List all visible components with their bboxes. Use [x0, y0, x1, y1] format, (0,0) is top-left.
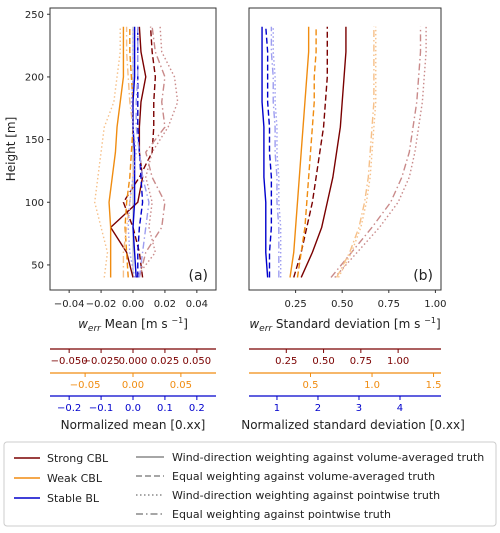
secondary-tick-label: 4: [397, 403, 403, 414]
x-tick-label: 0.02: [154, 299, 176, 310]
secondary-tick-label: 1.0: [364, 380, 380, 391]
secondary-axes-title: Normalized mean [0.xx]: [61, 418, 206, 432]
secondary-tick-label: 1.5: [426, 380, 442, 391]
secondary-axis-stable-bl: −0.2 −0.1 0.0 0.1 0.2: [50, 395, 216, 414]
x-tick-label: −0.02: [86, 299, 117, 310]
x-tick-label: 0.00: [122, 299, 144, 310]
x-tick-label: −0.04: [54, 299, 85, 310]
secondary-tick-label: 1: [274, 403, 280, 414]
series-line-weak-cbl-dashed: [296, 26, 317, 278]
legend-case-label: Strong CBL: [47, 452, 109, 465]
secondary-tick-label: 0.75: [350, 356, 372, 367]
secondary-axis-strong-cbl: 0.25 0.50 0.75 1.00: [249, 348, 441, 367]
series-line-weak-cbl-solid: [108, 26, 125, 278]
secondary-tick-label: 0.0: [125, 403, 141, 414]
series-line-strong-cbl-dashed: [293, 26, 328, 278]
secondary-tick-label: −0.050: [51, 356, 88, 367]
series-line-stable-bl-dashdot: [135, 26, 150, 278]
series-line-stable-bl-solid: [132, 26, 137, 278]
series-line-stable-bl-dashed: [265, 26, 273, 278]
secondary-tick-label: −0.1: [89, 403, 113, 414]
series-line-stable-bl-dashdot: [270, 26, 280, 278]
secondary-tick-label: 0.000: [119, 356, 148, 367]
x-tick-label: 0.25: [284, 299, 306, 310]
series-line-weak-cbl-dashdot: [335, 26, 375, 278]
x-tick-label: 0.50: [331, 299, 353, 310]
secondary-axis-strong-cbl: −0.050−0.025 0.000 0.025 0.050: [50, 348, 216, 367]
series-line-weak-cbl-dashed: [124, 26, 134, 278]
series-line-strong-cbl-solid: [300, 26, 347, 278]
secondary-tick-label: −0.05: [70, 380, 101, 391]
legend-weighting-label: Wind-direction weighting against volume-…: [172, 451, 484, 464]
plot-frame: [248, 7, 442, 291]
y-tick-label: 100: [25, 198, 44, 209]
secondary-tick-label: 2: [315, 403, 321, 414]
panel-a: −0.04 −0.02 0.00 0.02 0.04 50 100 150 200 250 Heig…: [4, 7, 217, 310]
secondary-tick-label: 0.25: [275, 356, 297, 367]
x-tick-label: 0.75: [378, 299, 400, 310]
legend: Strong CBL Weak CBL Stable BL Wind-directio…: [3, 441, 497, 527]
secondary-axis-weak-cbl: −0.05 0.00 0.05: [50, 372, 216, 391]
series-line-weak-cbl-dotted: [93, 26, 121, 278]
secondary-tick-label: 0.05: [170, 380, 192, 391]
series-line-stable-bl-dashed: [137, 26, 144, 278]
legend-weighting-label: Equal weighting against pointwise truth: [172, 508, 391, 521]
secondary-tick-label: 0.2: [189, 403, 205, 414]
series-line-stable-bl-dotted: [272, 26, 282, 278]
secondary-tick-label: 0.50: [312, 356, 334, 367]
secondary-tick-label: 0.00: [122, 380, 144, 391]
panel-label: (a): [188, 268, 208, 284]
x-axis-label: werr Standard deviation [m s −1]: [249, 316, 440, 334]
series-line-weak-cbl-dashdot: [122, 26, 136, 278]
x-tick-label: 1.00: [424, 299, 446, 310]
secondary-tick-label: −0.025: [83, 356, 120, 367]
legend-weighting-label: Equal weighting against volume-averaged …: [172, 470, 435, 483]
x-axis-label: werr Mean [m s −1]: [78, 316, 188, 334]
secondary-tick-label: 0.1: [157, 403, 173, 414]
x-tick-label: 0.04: [186, 299, 208, 310]
secondary-tick-label: 0.050: [183, 356, 212, 367]
secondary-axes-title: Normalized standard deviation [0.xx]: [241, 418, 465, 432]
secondary-tick-label: 0.025: [151, 356, 180, 367]
series-line-strong-cbl-dotted: [135, 26, 179, 278]
series-line-stable-bl-solid: [261, 26, 269, 278]
secondary-tick-label: 0.5: [303, 380, 319, 391]
y-tick-label: 50: [31, 260, 44, 271]
y-tick-label: 250: [25, 10, 44, 21]
secondary-tick-label: 1.00: [387, 356, 409, 367]
panel-label: (b): [413, 268, 433, 284]
legend-frame: [3, 441, 497, 527]
y-tick-label: 150: [25, 135, 44, 146]
secondary-tick-label: −0.2: [57, 403, 81, 414]
series-line-strong-cbl-dashdot: [138, 26, 166, 278]
series-line-weak-cbl-solid: [289, 26, 310, 278]
secondary-axis-stable-bl: 1 2 3 4: [249, 395, 441, 414]
series-line-strong-cbl-dashdot: [330, 26, 422, 278]
series-line-strong-cbl-dotted: [334, 26, 427, 278]
secondary-axis-weak-cbl: 0.5 1.0 1.5: [249, 372, 442, 391]
secondary-tick-label: 3: [356, 403, 362, 414]
panel-b: 0.25 0.50 0.75 1.00 (b): [248, 7, 447, 310]
y-tick-label: 200: [25, 72, 44, 83]
series-line-strong-cbl-dashed: [122, 26, 157, 278]
legend-case-label: Stable BL: [47, 492, 100, 505]
y-axis-label: Height [m]: [4, 117, 18, 182]
legend-case-label: Weak CBL: [47, 472, 103, 485]
legend-weighting-label: Wind-direction weighting against pointwi…: [172, 489, 440, 502]
